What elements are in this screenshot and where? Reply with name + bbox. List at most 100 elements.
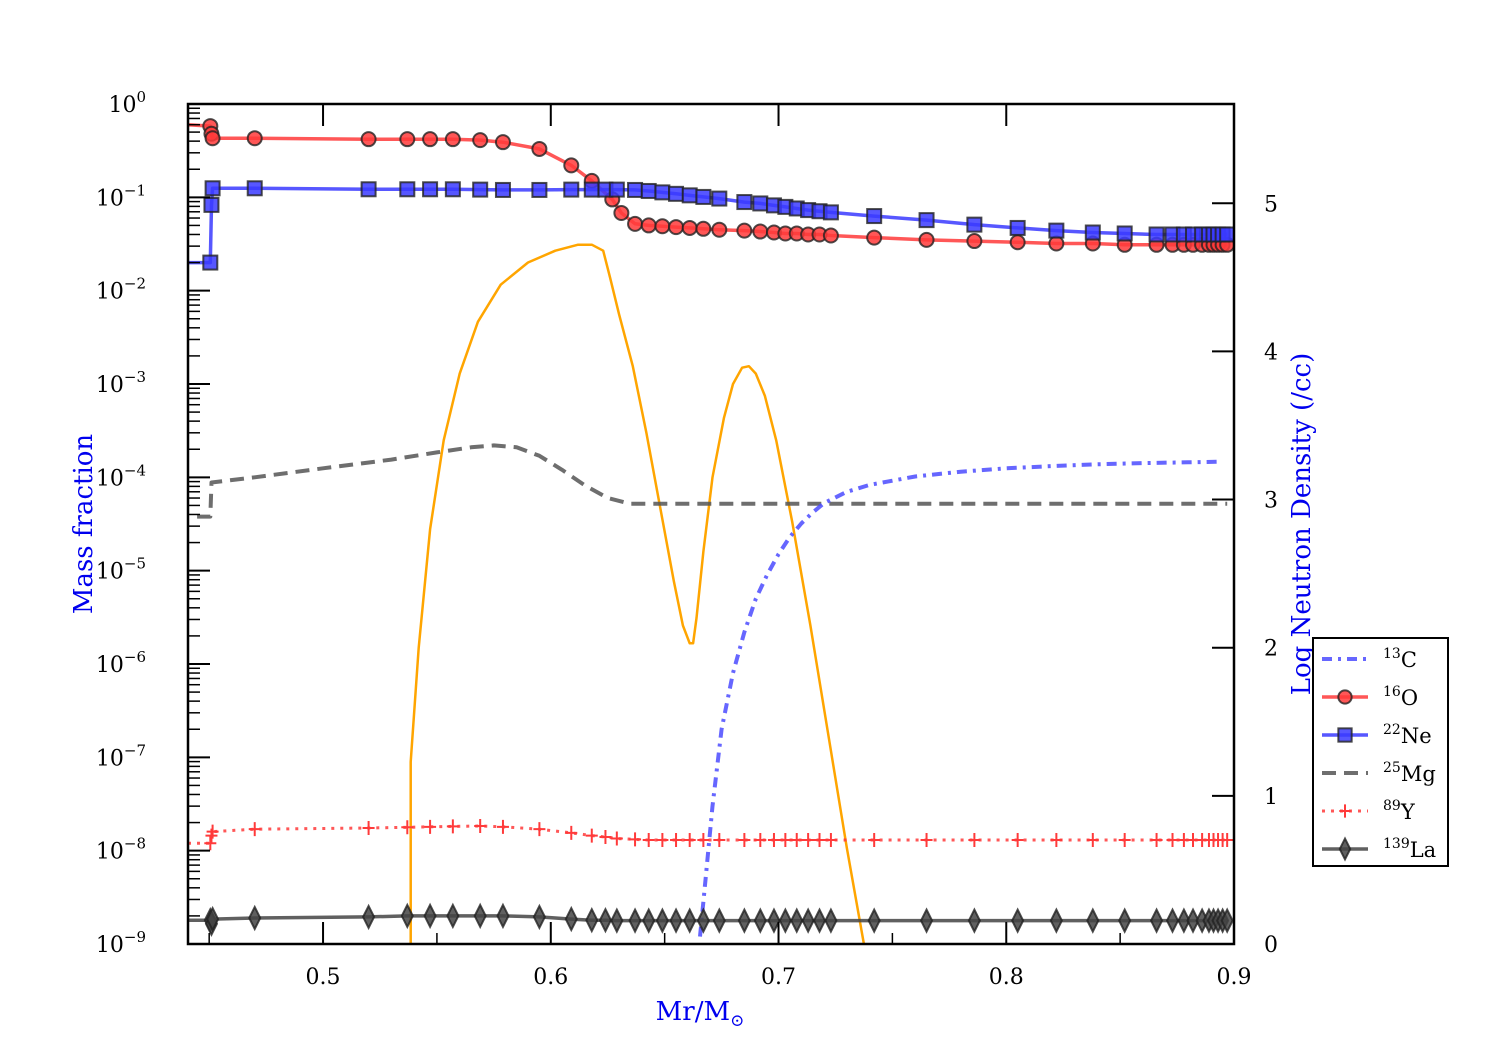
data-point — [362, 820, 375, 835]
data-point — [564, 905, 578, 933]
data-point — [918, 231, 935, 248]
legend-entry: 22Ne — [1322, 722, 1432, 748]
data-point — [204, 836, 217, 851]
data-point — [1048, 222, 1065, 239]
data-point — [1048, 235, 1065, 252]
series-line — [197, 443, 1228, 519]
data-point — [824, 833, 837, 848]
series-layer — [188, 118, 1234, 944]
data-point — [610, 831, 623, 846]
y2-tick-label: 4 — [1264, 340, 1278, 365]
legend-label: 25Mg — [1383, 760, 1436, 786]
y-tick-label: 10−3 — [96, 368, 146, 398]
data-point — [968, 833, 981, 848]
series-line — [698, 459, 1223, 937]
data-point — [399, 131, 416, 148]
data-point — [1150, 833, 1163, 848]
data-point — [1049, 907, 1063, 934]
data-point — [919, 907, 934, 934]
data-point — [444, 131, 461, 148]
data-point — [202, 254, 219, 271]
x-axis-title: Mr/M⊙ — [656, 997, 745, 1031]
data-point — [668, 219, 685, 236]
legend-entry: 139La — [1322, 836, 1436, 862]
data-point — [422, 131, 439, 148]
data-point — [1009, 234, 1026, 251]
x-tick-label: 0.9 — [1217, 965, 1252, 990]
y2-tick-label: 2 — [1264, 637, 1278, 662]
legend-marker — [1339, 804, 1351, 818]
data-point — [422, 181, 439, 198]
data-point — [1011, 833, 1024, 848]
data-point — [801, 907, 815, 934]
y-tick-label: 10−1 — [96, 181, 146, 211]
data-point — [496, 819, 509, 834]
data-point — [400, 902, 414, 930]
y2-tick-label: 3 — [1264, 489, 1278, 514]
data-point — [752, 195, 769, 212]
data-point — [813, 833, 826, 848]
data-point — [608, 181, 625, 198]
data-point — [812, 907, 827, 934]
legend-entry: 89Y — [1322, 798, 1416, 824]
data-point — [1116, 225, 1133, 242]
data-point — [423, 902, 437, 930]
legend-marker — [1337, 727, 1353, 743]
data-point — [474, 818, 487, 833]
data-point — [1177, 907, 1191, 934]
series-log-neutron-density — [409, 243, 866, 944]
data-point — [738, 833, 751, 848]
legend-label: 22Ne — [1383, 722, 1432, 748]
data-point — [779, 833, 792, 848]
data-point — [920, 833, 933, 848]
data-point — [1166, 833, 1179, 848]
data-point — [627, 215, 644, 232]
y-tick-label: 10−8 — [96, 835, 146, 865]
data-point — [681, 219, 698, 236]
data-point — [1220, 907, 1234, 934]
data-point — [655, 907, 669, 934]
data-point — [696, 907, 710, 934]
data-point — [205, 905, 220, 933]
data-point — [360, 181, 377, 198]
data-point — [802, 833, 815, 848]
data-point — [361, 903, 376, 931]
legend-entry: 25Mg — [1322, 760, 1436, 786]
data-point — [446, 902, 460, 930]
data-point — [1086, 907, 1100, 934]
y-tick-label: 10−6 — [96, 648, 146, 678]
legend-entry: 13C — [1322, 646, 1417, 672]
data-point — [681, 187, 698, 204]
data-point — [360, 131, 377, 148]
legend-label: 139La — [1383, 836, 1436, 862]
legend: 13C 16O 22Ne 25Mg 89Y 139La — [1312, 637, 1449, 867]
data-point — [767, 833, 780, 848]
data-point — [399, 181, 416, 198]
x-tick-label: 0.5 — [306, 965, 341, 990]
data-point — [533, 822, 546, 837]
data-point — [1186, 907, 1200, 934]
data-point — [204, 130, 221, 147]
data-point — [496, 902, 510, 930]
data-point — [628, 907, 642, 934]
data-point — [670, 833, 683, 848]
data-point — [654, 184, 671, 201]
data-point — [246, 130, 263, 147]
data-point — [1118, 907, 1132, 934]
data-point — [640, 217, 657, 234]
data-point — [737, 907, 751, 934]
data-point — [669, 907, 683, 934]
data-point — [918, 212, 935, 229]
data-point — [683, 833, 696, 848]
data-point — [1050, 833, 1063, 848]
y-tick-label: 10−4 — [96, 461, 146, 491]
y-tick-label: 10−7 — [96, 741, 146, 771]
data-point — [640, 182, 657, 199]
legend-label: 13C — [1383, 646, 1417, 672]
data-point — [532, 903, 547, 931]
x-tick-label: 0.6 — [533, 965, 568, 990]
data-point — [697, 833, 710, 848]
data-point — [1084, 224, 1101, 241]
data-point — [629, 832, 642, 847]
